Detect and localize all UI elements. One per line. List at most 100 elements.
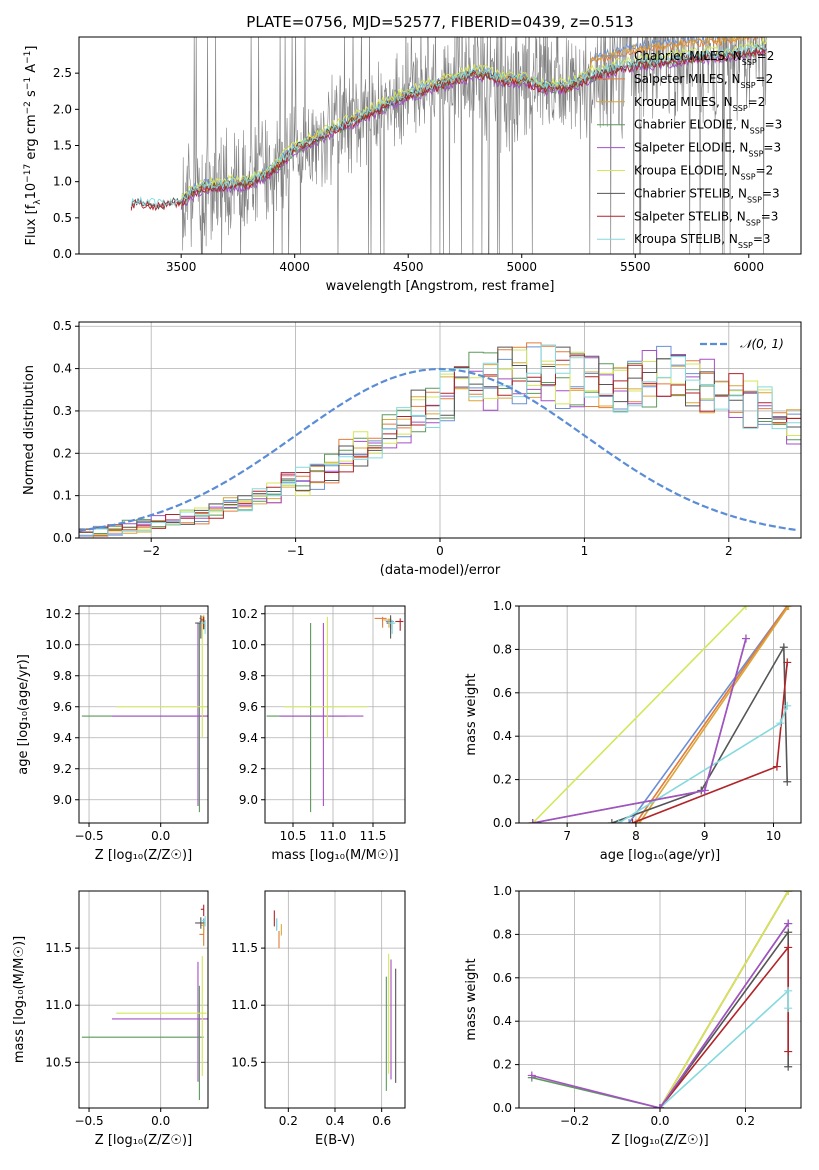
- weight-marker: [783, 777, 792, 786]
- x-tick-label: 4500: [393, 260, 424, 274]
- legend-label: Kroupa MILES, N: [634, 95, 733, 109]
- y-label-part: A: [24, 64, 39, 77]
- legend-label: Kroupa STELIB, N: [634, 232, 738, 246]
- x-axis-label: age [log₁₀(age/yr)]: [600, 848, 721, 863]
- y-label-part: λ: [33, 199, 43, 205]
- data-spectrum-line: [130, 37, 767, 254]
- legend-sub: SSP: [733, 103, 748, 112]
- histogram-step: [79, 344, 801, 538]
- axes-frame: [264, 890, 406, 1109]
- y-tick-label: 0.6: [493, 686, 512, 700]
- x-axis-label: Z [log₁₀(Z/Z☉)]: [611, 1133, 708, 1148]
- legend-entry: Salpeter STELIB, NSSP=3: [634, 209, 778, 227]
- y-tick-label: 10.5: [45, 1055, 72, 1069]
- x-tick-label: 0.4: [325, 1114, 344, 1128]
- gaussian-curve: [79, 367, 799, 532]
- legend-sub: SSP: [741, 172, 756, 181]
- axes-frame: [264, 605, 406, 824]
- y-tick-label: 10.2: [45, 607, 72, 621]
- weight-marker: [628, 819, 637, 823]
- legend-sub: SSP: [750, 126, 765, 135]
- legend-sub: SSP: [747, 195, 762, 204]
- weight-line: [628, 606, 788, 823]
- weight-line: [659, 945, 789, 1108]
- legend-entry: Salpeter ELODIE, NSSP=3: [634, 141, 781, 159]
- legend-label: Salpeter MILES, N: [634, 72, 741, 86]
- y-tick-label: 11.5: [231, 941, 258, 955]
- legend-entry: Chabrier STELIB, NSSP=3: [634, 186, 780, 204]
- y-label-part: −17: [23, 164, 33, 183]
- y-tick-label: 10.2: [231, 607, 258, 621]
- weight-marker: [784, 1004, 793, 1013]
- x-tick-label: 10: [766, 829, 781, 843]
- legend-label: Salpeter ELODIE, N: [634, 141, 748, 155]
- y-tick-label: 10.0: [231, 638, 258, 652]
- weight-marker: [625, 819, 634, 823]
- y-tick-label: 0.6: [493, 971, 512, 985]
- y-tick-label: 9.4: [239, 731, 258, 745]
- x-tick-label: 0.0: [151, 1114, 170, 1128]
- legend-label: Chabrier MILES, N: [634, 49, 742, 63]
- model-line: [180, 37, 768, 201]
- y-tick-label: 0.0: [493, 1101, 512, 1115]
- y-tick-label: 9.4: [53, 731, 72, 745]
- x-axis-label: E(B-V): [315, 1133, 355, 1148]
- legend-sub: SSP: [742, 58, 757, 67]
- y-tick-label: 1.0: [53, 175, 72, 189]
- x-tick-label: 9: [701, 829, 709, 843]
- y-tick-label: 0.0: [493, 816, 512, 830]
- weight-marker: [700, 786, 709, 795]
- x-tick-label: 3500: [166, 260, 197, 274]
- x-tick-label: 10.5: [280, 829, 307, 843]
- weight-line: [611, 644, 788, 823]
- y-tick-label: 10.0: [45, 638, 72, 652]
- legend-sub: SSP: [738, 241, 753, 250]
- legend-sub: SSP: [746, 218, 761, 227]
- legend-gauss-label: 𝒩(0, 1): [740, 337, 784, 351]
- weight-marker: [784, 1062, 793, 1071]
- x-axis-label: mass [log₁₀(M/M☉)]: [271, 848, 398, 863]
- y-axis-label: mass weight: [464, 958, 479, 1040]
- y-axis-label: age [log₁₀(age/yr)]: [16, 654, 31, 775]
- y-tick-label: 9.6: [239, 700, 258, 714]
- weight-marker: [741, 634, 750, 643]
- y-label-part: Flux [f: [24, 204, 39, 245]
- panel-weight_vs_age: 7 8 9 10 0.0 0.2 0.4 0.6 0.8 1.0 age [log₁₀(age/yr…: [464, 599, 802, 863]
- y-label-part: s: [24, 90, 39, 101]
- y-axis-label: mass weight: [464, 673, 479, 755]
- weight-line: [659, 891, 789, 1108]
- y-tick-label: 0.4: [53, 362, 72, 376]
- y-tick-label: 0.2: [493, 1058, 512, 1072]
- y-tick-label: 11.0: [231, 998, 258, 1012]
- y-tick-label: 9.2: [53, 762, 72, 776]
- x-tick-label: 8: [632, 829, 640, 843]
- y-label-part: −1: [23, 77, 33, 90]
- plot-area: [265, 891, 405, 1108]
- y-tick-label: 1.0: [493, 599, 512, 613]
- panel-age_vs_Z: −0.5 0.0 9.0 9.2 9.4 9.6 9.8 10.0 10.2 Z [log₁₀(Z…: [16, 605, 209, 863]
- weight-line: [638, 606, 790, 823]
- plot-area: [265, 606, 405, 823]
- weight-marker: [783, 701, 792, 710]
- panel-age_vs_mass: 10.5 11.0 11.5 9.0 9.2 9.4 9.6 9.8 10.0 10.2 mass …: [231, 605, 406, 863]
- weight-marker: [784, 606, 793, 610]
- x-tick-label: 2: [725, 544, 733, 558]
- plot-area: [79, 322, 801, 538]
- x-tick-label: −0.5: [74, 829, 103, 843]
- y-tick-label: 0.8: [493, 642, 512, 656]
- y-tick-label: 0.4: [493, 1014, 512, 1028]
- histogram-step: [79, 346, 801, 538]
- y-tick-label: 0.0: [53, 247, 72, 261]
- y-tick-label: 2.0: [53, 102, 72, 116]
- x-axis-label: Z [log₁₀(Z/Z☉)]: [95, 848, 192, 863]
- weight-marker: [784, 943, 793, 952]
- legend-n: =2: [757, 49, 775, 63]
- x-tick-label: −1: [287, 544, 305, 558]
- x-tick-label: 4000: [279, 260, 310, 274]
- legend-n: =3: [761, 209, 779, 223]
- weight-marker: [779, 643, 788, 652]
- y-tick-label: 0.2: [53, 446, 72, 460]
- weight-marker: [783, 658, 792, 667]
- legend-label: Kroupa ELODIE, N: [634, 164, 741, 178]
